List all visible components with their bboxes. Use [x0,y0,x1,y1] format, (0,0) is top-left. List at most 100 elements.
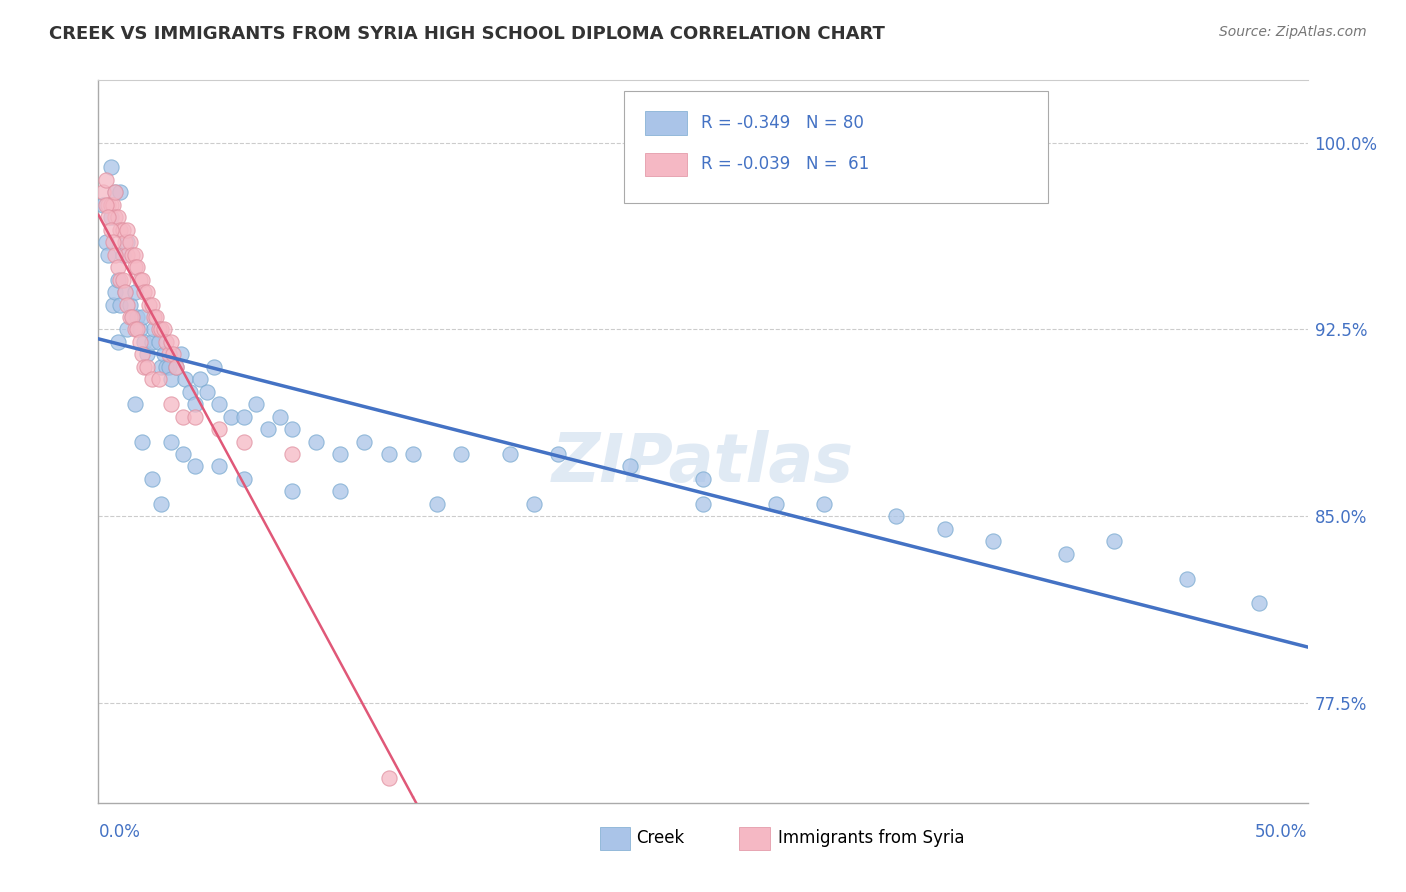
Point [127,310,149,324]
Point [107,260,129,274]
Point [692,472,714,486]
Point [1249,597,1271,611]
Point [124,322,146,336]
Point [305,434,328,449]
Point [135,347,157,361]
Point [117,248,139,262]
Point [377,447,399,461]
Point [269,409,291,424]
Point [353,434,375,449]
Point [121,310,143,324]
Point [141,334,163,349]
Point [1054,547,1077,561]
Point [981,534,1004,549]
Point [114,285,136,299]
Point [245,397,267,411]
Point [172,409,194,424]
Point [104,186,127,200]
Point [195,384,218,399]
Point [143,310,166,324]
Point [184,409,207,424]
Point [402,447,425,461]
Point [152,347,174,361]
Text: Creek: Creek [637,830,685,847]
Point [100,223,122,237]
Text: R = -0.349   N = 80: R = -0.349 N = 80 [700,114,863,132]
Point [121,248,143,262]
Point [145,310,167,324]
Point [141,472,163,486]
Point [100,198,122,212]
Point [162,347,184,361]
Point [135,359,157,374]
Point [101,198,124,212]
Point [204,359,226,374]
Point [131,434,153,449]
Point [131,272,153,286]
Point [150,322,173,336]
Point [377,771,399,785]
Point [128,322,150,336]
Point [101,235,124,250]
Point [118,235,141,250]
Point [152,322,174,336]
Text: CREEK VS IMMIGRANTS FROM SYRIA HIGH SCHOOL DIPLOMA CORRELATION CHART: CREEK VS IMMIGRANTS FROM SYRIA HIGH SCHO… [49,25,886,43]
Point [91,186,114,200]
Point [160,397,183,411]
Point [97,211,120,225]
Point [160,434,183,449]
Point [134,359,156,374]
Point [104,211,127,225]
Point [104,248,127,262]
Point [150,497,173,511]
Point [104,186,127,200]
Text: ZIPatlas: ZIPatlas [553,430,853,496]
Text: 0.0%: 0.0% [98,822,141,841]
Point [155,359,177,374]
Point [1102,534,1125,549]
Point [94,173,117,187]
Point [281,484,304,499]
Point [329,484,352,499]
Point [108,297,131,311]
Point [134,285,156,299]
Point [765,497,787,511]
Text: Immigrants from Syria: Immigrants from Syria [778,830,965,847]
Point [97,248,120,262]
Point [160,372,183,386]
Point [107,211,129,225]
Point [426,497,449,511]
Point [117,235,139,250]
Point [94,198,117,212]
Point [148,372,170,386]
Point [148,334,170,349]
Point [208,459,231,474]
Point [94,235,117,250]
Point [450,447,472,461]
Point [108,186,131,200]
Point [107,272,129,286]
Point [124,260,146,274]
Point [128,334,150,349]
Point [138,297,160,311]
Point [174,372,197,386]
Point [157,347,180,361]
Point [169,347,191,361]
Point [127,260,149,274]
Point [114,235,136,250]
Point [100,211,122,225]
Point [165,359,187,374]
Point [100,161,122,175]
Point [160,334,183,349]
Point [179,384,201,399]
Point [107,334,129,349]
Point [157,359,180,374]
Point [934,522,956,536]
Point [184,459,207,474]
Point [108,223,131,237]
Point [281,422,304,436]
Point [97,198,120,212]
Point [165,359,187,374]
Point [128,272,150,286]
FancyBboxPatch shape [624,91,1047,203]
